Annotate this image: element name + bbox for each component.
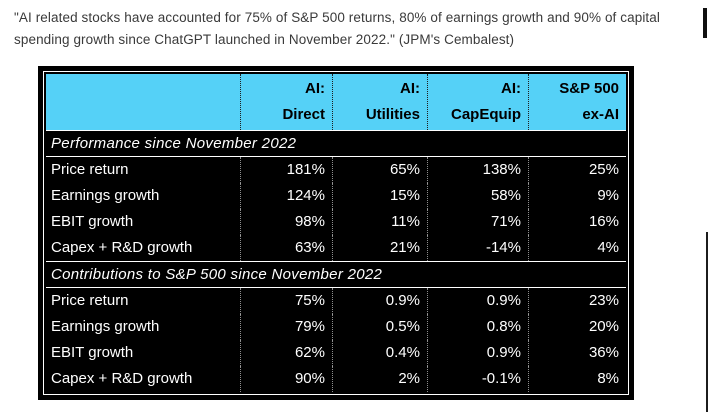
column-header-ai-direct: AI: Direct bbox=[240, 74, 332, 130]
header-empty-cell bbox=[46, 74, 240, 130]
cell-value: 79% bbox=[240, 314, 332, 340]
cell-value: 62% bbox=[240, 340, 332, 366]
table-row: Price return 181% 65% 138% 25% bbox=[46, 157, 626, 183]
cell-value: 15% bbox=[332, 183, 427, 209]
cell-value: -14% bbox=[427, 235, 528, 261]
cell-value: 8% bbox=[528, 366, 626, 392]
table-header-row: AI: Direct AI: Utilities AI: CapEquip S&… bbox=[46, 74, 626, 130]
table-row: Capex + R&D growth 63% 21% -14% 4% bbox=[46, 235, 626, 261]
row-label: EBIT growth bbox=[51, 213, 134, 230]
cell-value: 90% bbox=[240, 366, 332, 392]
cell-value: 0.9% bbox=[332, 288, 427, 314]
row-label: Capex + R&D growth bbox=[51, 370, 193, 387]
section-title: Contributions to S&P 500 since November … bbox=[46, 261, 626, 288]
table-body: Performance since November 2022 Price ret… bbox=[46, 130, 626, 392]
table-row: Capex + R&D growth 90% 2% -0.1% 8% bbox=[46, 366, 626, 392]
cell-value: 181% bbox=[240, 157, 332, 183]
cell-value: 36% bbox=[528, 340, 626, 366]
row-label: Price return bbox=[51, 292, 129, 309]
cell-value: 20% bbox=[528, 314, 626, 340]
cell-value: 11% bbox=[332, 209, 427, 235]
right-edge-artifact-line bbox=[706, 232, 708, 412]
cell-value: 138% bbox=[427, 157, 528, 183]
cell-value: 124% bbox=[240, 183, 332, 209]
cell-value: 2% bbox=[332, 366, 427, 392]
cell-value: 98% bbox=[240, 209, 332, 235]
cell-value: 0.9% bbox=[427, 288, 528, 314]
column-header-line: S&P 500 bbox=[559, 80, 619, 97]
column-header-line: CapEquip bbox=[451, 106, 521, 123]
cell-value: 16% bbox=[528, 209, 626, 235]
column-header-ai-utilities: AI: Utilities bbox=[332, 74, 427, 130]
cell-value: 23% bbox=[528, 288, 626, 314]
column-header-sp500-exai: S&P 500 ex-AI bbox=[528, 74, 626, 130]
cell-value: -0.1% bbox=[427, 366, 528, 392]
cell-value: 0.5% bbox=[332, 314, 427, 340]
cell-value: 65% bbox=[332, 157, 427, 183]
right-edge-artifact-bar bbox=[703, 8, 707, 38]
cell-value: 9% bbox=[528, 183, 626, 209]
quote-text: "AI related stocks have accounted for 75… bbox=[14, 10, 660, 47]
row-label: Price return bbox=[51, 161, 129, 178]
table-row: Earnings growth 79% 0.5% 0.8% 20% bbox=[46, 314, 626, 340]
column-header-line: ex-AI bbox=[582, 106, 619, 123]
row-label: Earnings growth bbox=[51, 187, 160, 204]
cell-value: 71% bbox=[427, 209, 528, 235]
cell-value: 75% bbox=[240, 288, 332, 314]
table-row: Price return 75% 0.9% 0.9% 23% bbox=[46, 288, 626, 314]
row-label: EBIT growth bbox=[51, 344, 134, 361]
table-row: EBIT growth 62% 0.4% 0.9% 36% bbox=[46, 340, 626, 366]
ai-stocks-table-inner: AI: Direct AI: Utilities AI: CapEquip S&… bbox=[43, 71, 629, 395]
row-label: Earnings growth bbox=[51, 318, 160, 335]
cell-value: 0.4% bbox=[332, 340, 427, 366]
ai-stocks-table: AI: Direct AI: Utilities AI: CapEquip S&… bbox=[38, 66, 634, 400]
column-header-ai-capequip: AI: CapEquip bbox=[427, 74, 528, 130]
table-row: EBIT growth 98% 11% 71% 16% bbox=[46, 209, 626, 235]
cell-value: 63% bbox=[240, 235, 332, 261]
row-label: Capex + R&D growth bbox=[51, 239, 193, 256]
cell-value: 0.8% bbox=[427, 314, 528, 340]
cell-value: 0.9% bbox=[427, 340, 528, 366]
cell-value: 58% bbox=[427, 183, 528, 209]
section-title: Performance since November 2022 bbox=[46, 130, 626, 157]
cell-value: 21% bbox=[332, 235, 427, 261]
column-header-line: Utilities bbox=[365, 106, 420, 123]
column-header-line: Direct bbox=[282, 106, 325, 123]
cell-value: 4% bbox=[528, 235, 626, 261]
cell-value: 25% bbox=[528, 157, 626, 183]
column-header-line: AI: bbox=[305, 80, 325, 97]
column-header-line: AI: bbox=[501, 80, 521, 97]
column-header-line: AI: bbox=[400, 80, 420, 97]
table-row: Earnings growth 124% 15% 58% 9% bbox=[46, 183, 626, 209]
